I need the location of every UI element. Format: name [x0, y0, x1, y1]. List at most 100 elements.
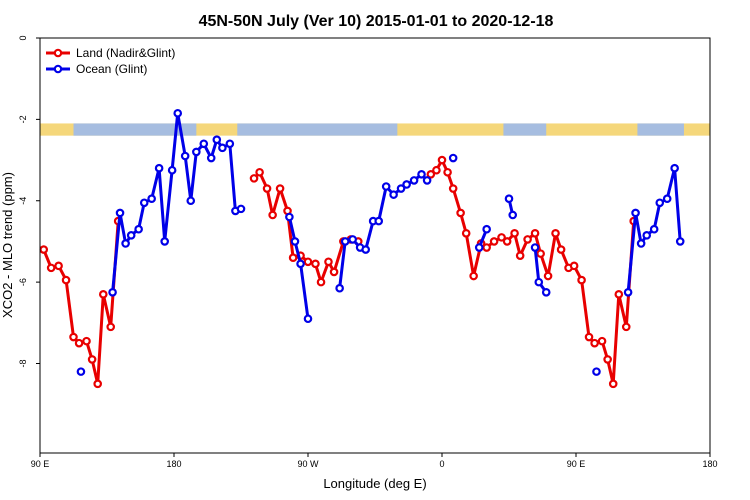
data-point	[432, 165, 441, 175]
data-point	[614, 290, 624, 299]
data-point	[236, 204, 246, 214]
map-strip-ocean	[237, 123, 398, 136]
legend-marker	[53, 48, 63, 58]
data-point	[422, 176, 432, 185]
data-point	[255, 167, 264, 177]
data-point	[551, 228, 560, 238]
y-tick-label: -2	[18, 115, 28, 123]
map-strip-ocean	[73, 123, 197, 136]
data-point	[303, 257, 313, 267]
data-point	[69, 332, 78, 342]
data-point	[556, 245, 566, 254]
data-point	[530, 228, 540, 238]
data-point	[285, 212, 294, 222]
data-point	[316, 277, 326, 287]
series-line	[111, 111, 242, 293]
data-point	[536, 249, 545, 258]
data-point	[106, 322, 116, 332]
data-point	[324, 257, 333, 267]
data-point	[534, 277, 544, 287]
y-tick-label: -8	[18, 359, 28, 367]
y-axis: 0 -2 -4 -6 -8	[18, 35, 40, 367]
data-point	[402, 180, 411, 189]
data-point	[662, 194, 672, 204]
data-point	[448, 184, 458, 193]
data-point	[489, 237, 499, 246]
data-point	[290, 237, 300, 246]
series-line	[338, 172, 429, 289]
data-point	[541, 287, 551, 297]
x-tick-label: 90 E	[31, 459, 50, 469]
series-line	[252, 170, 359, 284]
data-point	[329, 267, 339, 277]
legend: Land (Nadir&Glint) Ocean (Glint)	[46, 46, 175, 76]
x-tick-label: 180	[702, 459, 717, 469]
data-point	[381, 182, 391, 191]
data-point	[199, 139, 209, 149]
data-point	[474, 243, 484, 252]
data-point	[515, 251, 525, 260]
data-point	[93, 379, 102, 389]
data-point	[167, 165, 177, 175]
data-point	[186, 196, 196, 206]
data-point	[173, 108, 183, 118]
data-point	[311, 259, 320, 269]
data-point	[74, 338, 84, 348]
data-point	[46, 263, 56, 273]
data-point	[510, 228, 519, 238]
data-point	[154, 163, 164, 173]
data-point	[374, 216, 384, 226]
data-point	[504, 194, 514, 204]
data-point	[249, 174, 259, 183]
data-point	[584, 332, 594, 342]
chart-title: 45N-50N July (Ver 10) 2015-01-01 to 2020…	[199, 13, 554, 30]
data-point	[623, 287, 633, 297]
series-line	[287, 216, 310, 319]
data-point	[523, 235, 532, 244]
data-point	[543, 271, 553, 281]
data-point	[160, 237, 169, 246]
data-point	[448, 153, 458, 163]
data-point	[126, 231, 136, 240]
y-tick-label: -4	[18, 197, 28, 205]
data-point	[592, 367, 601, 376]
data-point	[61, 275, 71, 285]
data-point	[275, 184, 285, 193]
series-line	[42, 220, 120, 386]
y-tick-label: 0	[18, 35, 28, 40]
data-point	[115, 208, 125, 218]
data-point	[670, 163, 679, 173]
data-point	[361, 245, 370, 254]
legend-label: Ocean (Glint)	[76, 62, 147, 76]
data-point	[417, 169, 426, 179]
data-point	[54, 261, 63, 271]
legend-label: Land (Nadir&Glint)	[76, 46, 175, 60]
series-line	[429, 158, 636, 386]
data-point	[389, 190, 398, 199]
data-point	[288, 253, 298, 263]
data-point	[482, 243, 491, 252]
data-point	[340, 237, 350, 246]
data-point	[121, 239, 130, 248]
data-point	[348, 235, 357, 244]
data-point	[409, 176, 419, 185]
x-tick-label: 90 W	[297, 459, 319, 469]
series-layer	[39, 108, 685, 389]
data-point	[631, 208, 640, 218]
data-point	[569, 261, 579, 271]
data-point	[603, 355, 612, 364]
x-tick-label: 180	[166, 459, 181, 469]
x-axis-label: Longitude (deg E)	[323, 476, 426, 491]
y-tick-label: -6	[18, 278, 28, 286]
data-point	[577, 275, 586, 285]
data-point	[335, 283, 344, 293]
data-point	[212, 135, 222, 145]
data-point	[268, 210, 277, 220]
data-point	[649, 224, 659, 234]
data-point	[134, 224, 143, 234]
data-point	[147, 194, 156, 204]
data-point	[502, 237, 512, 246]
data-point	[98, 290, 108, 299]
map-strip-ocean	[503, 123, 547, 136]
